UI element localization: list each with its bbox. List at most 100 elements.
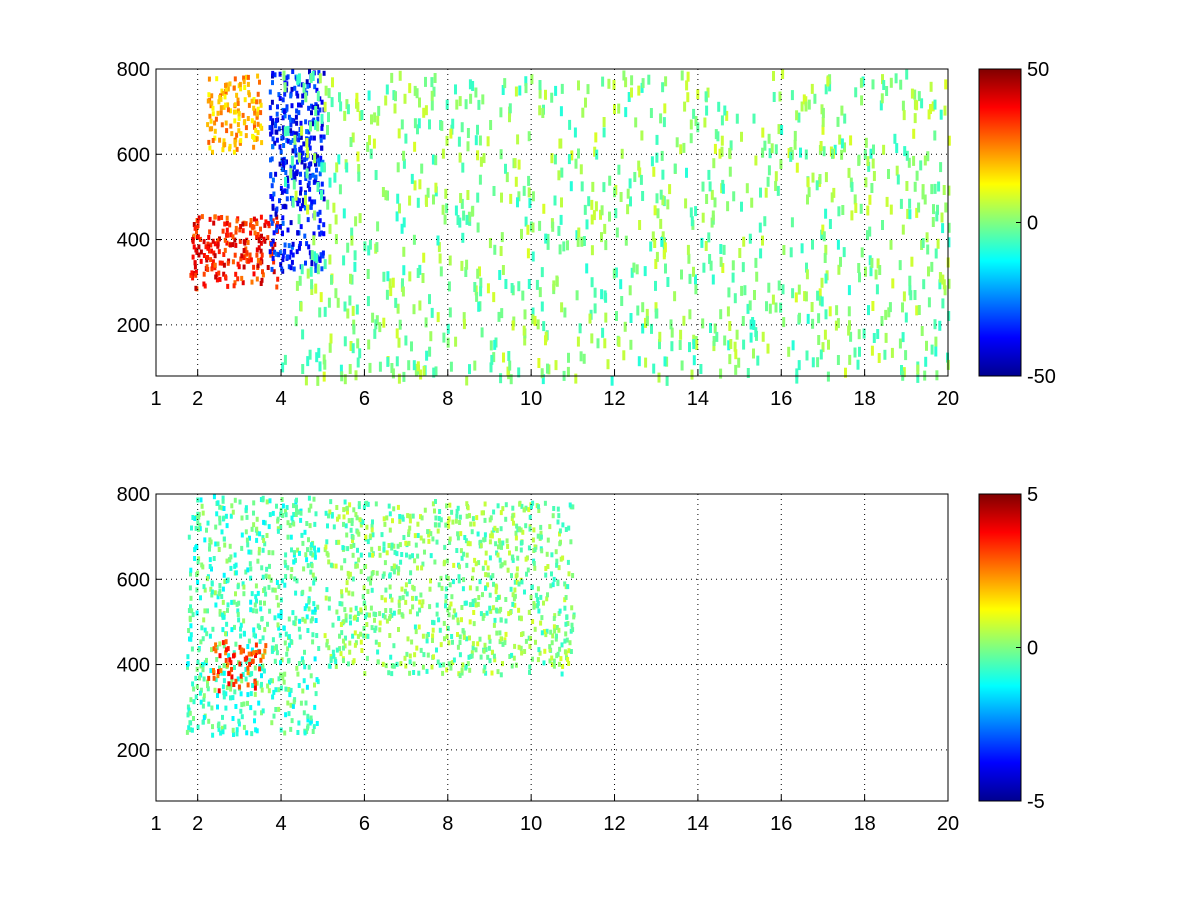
heatmap-cell xyxy=(314,283,318,294)
heatmap-cell xyxy=(419,514,422,520)
heatmap-cell xyxy=(225,227,229,233)
heatmap-cell xyxy=(299,517,303,523)
heatmap-cell xyxy=(396,162,400,173)
heatmap-cell xyxy=(418,599,422,605)
heatmap-cell xyxy=(325,587,329,593)
heatmap-cell xyxy=(882,80,886,90)
heatmap-cell xyxy=(372,611,376,617)
heatmap-cell xyxy=(854,203,858,213)
heatmap-cell xyxy=(210,266,214,272)
heatmap-cell xyxy=(214,524,218,530)
heatmap-cell xyxy=(586,84,590,95)
heatmap-cell xyxy=(459,193,463,203)
heatmap-cell xyxy=(187,534,191,540)
heatmap-cell xyxy=(281,231,284,237)
heatmap-cell xyxy=(253,230,257,236)
heatmap-cell xyxy=(281,257,285,263)
heatmap-cell xyxy=(668,184,672,195)
heatmap-cell xyxy=(624,235,628,246)
heatmap-cell xyxy=(811,357,815,368)
heatmap-cell xyxy=(867,161,871,172)
heatmap-cell xyxy=(767,282,771,293)
heatmap-cell xyxy=(847,306,851,317)
heatmap-cell xyxy=(489,608,493,614)
heatmap-cell xyxy=(339,364,343,375)
heatmap-cell xyxy=(211,238,215,244)
heatmap-cell xyxy=(322,162,326,173)
heatmap-cell xyxy=(503,637,507,643)
heatmap-cell xyxy=(239,633,243,639)
x-tick-label: 16 xyxy=(770,388,792,410)
heatmap-cell xyxy=(255,99,259,105)
heatmap-cell xyxy=(481,565,485,571)
heatmap-cell xyxy=(334,214,338,225)
heatmap-cell xyxy=(397,566,401,572)
heatmap-cell xyxy=(340,601,344,607)
heatmap-cell xyxy=(537,647,541,653)
heatmap-cell xyxy=(250,647,254,653)
heatmap-cell xyxy=(408,653,412,659)
heatmap-cell xyxy=(252,500,256,506)
heatmap-cell xyxy=(307,244,311,250)
heatmap-cell xyxy=(193,260,197,266)
heatmap-cell xyxy=(275,503,278,509)
axes-frame-bottom xyxy=(155,493,949,802)
heatmap-cell xyxy=(717,101,721,112)
heatmap-cell xyxy=(340,630,344,636)
heatmap-cell xyxy=(489,575,493,581)
heatmap-cell xyxy=(540,548,544,554)
heatmap-cell xyxy=(221,670,224,676)
heatmap-cell xyxy=(446,323,450,334)
heatmap-cell xyxy=(538,88,542,99)
heatmap-cell xyxy=(369,575,373,581)
heatmap-cell xyxy=(469,93,473,104)
heatmap-cell xyxy=(297,110,301,116)
heatmap-cell xyxy=(570,622,574,628)
heatmap-cell xyxy=(520,503,524,509)
heatmap-cell xyxy=(190,646,194,652)
heatmap-cell xyxy=(817,335,821,345)
heatmap-cell xyxy=(415,88,419,99)
heatmap-cell xyxy=(931,217,935,227)
heatmap-cell xyxy=(466,541,470,547)
heatmap-cell xyxy=(239,626,242,632)
heatmap-cell xyxy=(240,702,244,708)
heatmap-cell xyxy=(862,328,866,339)
heatmap-cell xyxy=(479,286,483,297)
heatmap-cell xyxy=(191,275,195,281)
heatmap-cell xyxy=(344,523,348,529)
heatmap-cell xyxy=(943,105,947,116)
heatmap-cell xyxy=(678,340,682,350)
heatmap-cell xyxy=(292,503,295,509)
heatmap-cell xyxy=(653,205,657,216)
heatmap-cell xyxy=(281,220,285,226)
heatmap-cell xyxy=(354,512,358,517)
heatmap-cell xyxy=(521,290,525,301)
heatmap-cell xyxy=(449,601,453,607)
heatmap-cell xyxy=(940,212,944,223)
heatmap-cell xyxy=(243,85,247,90)
heatmap-cell xyxy=(410,173,414,184)
heatmap-cell xyxy=(915,207,919,218)
heatmap-cell xyxy=(313,521,317,527)
heatmap-cell xyxy=(842,247,846,258)
heatmap-cell xyxy=(798,312,801,323)
heatmap-cell xyxy=(378,627,382,633)
heatmap-cell xyxy=(372,138,376,149)
heatmap-cell xyxy=(398,70,402,81)
heatmap-cell xyxy=(272,713,276,719)
heatmap-cell xyxy=(538,220,542,231)
heatmap-cell xyxy=(301,659,305,665)
heatmap-cell xyxy=(319,230,323,236)
heatmap-cell xyxy=(392,543,396,549)
heatmap-cell xyxy=(214,274,218,280)
heatmap-cell xyxy=(858,272,861,283)
heatmap-cell xyxy=(296,93,300,99)
x-tick-label: 4 xyxy=(275,388,286,410)
heatmap-cell xyxy=(524,638,528,644)
heatmap-cell xyxy=(271,70,275,76)
heatmap-cell xyxy=(303,649,306,655)
heatmap-cell xyxy=(291,703,295,709)
heatmap-cell xyxy=(884,332,888,343)
heatmap-cell xyxy=(811,239,814,250)
